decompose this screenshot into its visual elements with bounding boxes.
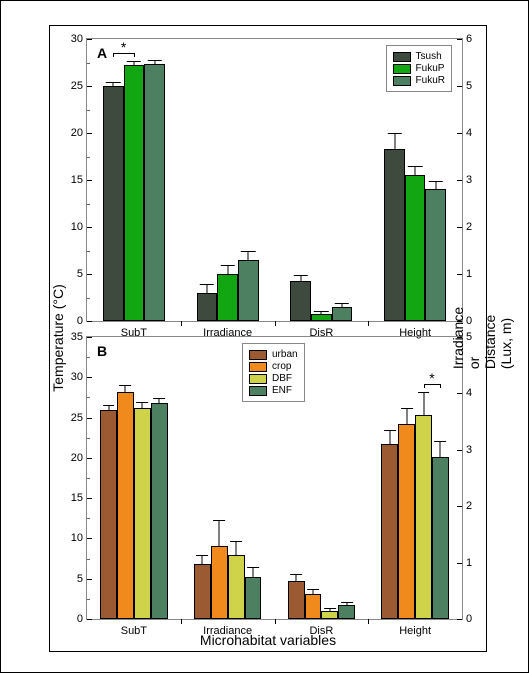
y-axis-right-title: Irradiance or Distance (Lux, m) (450, 307, 514, 369)
panel-a-plot: 0510152025300123456SubTIrradianceDisRHei… (87, 39, 462, 321)
y-right-tick-label: 6 (466, 33, 472, 45)
bar (381, 444, 398, 619)
bar (103, 86, 124, 321)
y-right-tick-label: 0 (466, 613, 472, 625)
bar (398, 424, 415, 619)
y-right-tick-label: 2 (466, 221, 472, 233)
y-right-tick-label: 3 (466, 174, 472, 186)
legend-item: urban (249, 349, 298, 360)
chart-container: 0510152025300123456SubTIrradianceDisRHei… (49, 25, 487, 652)
y-right-tick-label: 4 (466, 127, 472, 139)
y-right-tick-label: 2 (466, 500, 472, 512)
y-right-tick-label: 3 (466, 444, 472, 456)
legend-swatch (249, 386, 267, 396)
y-left-tick-label: 20 (71, 452, 83, 464)
bar (405, 175, 426, 321)
bar (134, 408, 151, 619)
y-left-tick-label: 25 (71, 80, 83, 92)
legend-swatch (393, 76, 411, 86)
significance-star: * (121, 39, 126, 55)
x-axis-title: Microhabitat variables (50, 632, 486, 648)
bar (151, 403, 168, 619)
panel-label: B (97, 343, 107, 359)
bar (432, 457, 449, 619)
legend-swatch (249, 350, 267, 360)
legend-label: Tsush (416, 51, 442, 62)
bar (194, 564, 211, 619)
y-left-tick-label: 10 (71, 221, 83, 233)
bar (288, 581, 305, 619)
y-left-tick-label: 20 (71, 127, 83, 139)
bar (338, 605, 355, 619)
legend-item: crop (249, 361, 298, 372)
y-left-tick-label: 10 (71, 532, 83, 544)
y-right-tick-label: 5 (466, 80, 472, 92)
legend-label: FukuP (416, 63, 445, 74)
legend-item: FukuR (393, 75, 445, 86)
legend-label: ENF (272, 385, 292, 396)
y-left-tick-label: 5 (77, 573, 83, 585)
legend-label: urban (272, 349, 298, 360)
y-left-tick-label: 35 (71, 331, 83, 343)
bar (100, 410, 117, 619)
bar (217, 274, 238, 321)
y-right-tick-label: 1 (466, 268, 472, 280)
panel-b: 05101520253035012345SubTIrradianceDisRHe… (86, 336, 463, 620)
legend: TsushFukuPFukuR (386, 45, 452, 92)
legend-swatch (393, 64, 411, 74)
y-left-tick-label: 5 (77, 268, 83, 280)
y-left-tick-label: 0 (77, 315, 83, 327)
bar (117, 392, 134, 619)
y-right-tick-label: 1 (466, 557, 472, 569)
y-axis-left-title: Temperature (°C) (50, 284, 66, 392)
legend-swatch (249, 374, 267, 384)
bar (124, 65, 145, 321)
legend: urbancropDBFENF (242, 343, 305, 402)
legend-swatch (249, 362, 267, 372)
legend-label: FukuR (416, 75, 445, 86)
bar (238, 260, 259, 321)
y-right-tick-label: 4 (466, 387, 472, 399)
y-left-tick-label: 30 (71, 371, 83, 383)
significance-star: * (429, 370, 434, 386)
panel-b-plot: 05101520253035012345SubTIrradianceDisRHe… (87, 337, 462, 619)
bar (321, 611, 338, 619)
bar (384, 149, 405, 321)
bar (197, 293, 218, 321)
y-left-tick-label: 30 (71, 33, 83, 45)
bar (305, 594, 322, 619)
bar (425, 189, 446, 321)
bar (245, 577, 262, 619)
y-left-tick-label: 15 (71, 492, 83, 504)
y-left-tick-label: 15 (71, 174, 83, 186)
bar (228, 555, 245, 619)
legend-item: Tsush (393, 51, 445, 62)
bar (415, 415, 432, 619)
y-left-tick-label: 0 (77, 613, 83, 625)
legend-item: ENF (249, 385, 298, 396)
legend-item: FukuP (393, 63, 445, 74)
legend-item: DBF (249, 373, 298, 384)
y-left-tick-label: 25 (71, 412, 83, 424)
panel-a: 0510152025300123456SubTIrradianceDisRHei… (86, 38, 463, 322)
legend-label: crop (272, 361, 291, 372)
bar (211, 546, 228, 619)
legend-label: DBF (272, 373, 292, 384)
bar (290, 281, 311, 321)
bar (144, 64, 165, 321)
panel-label: A (97, 45, 107, 61)
figure-frame: 0510152025300123456SubTIrradianceDisRHei… (0, 0, 529, 673)
legend-swatch (393, 52, 411, 62)
bar (311, 314, 332, 321)
bar (332, 307, 353, 321)
